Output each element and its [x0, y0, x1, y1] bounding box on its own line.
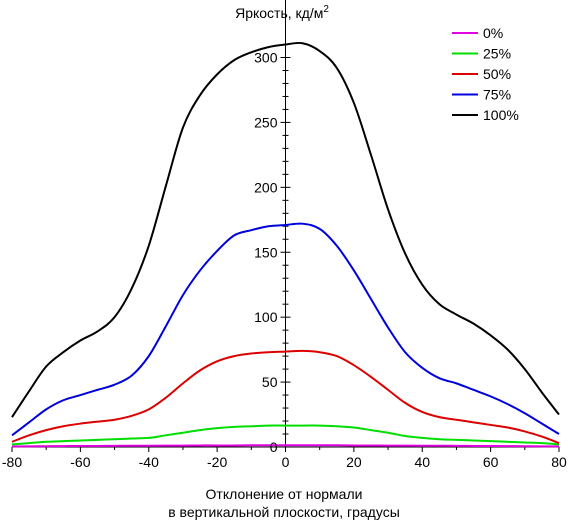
series-line-100pct — [11, 41, 560, 418]
x-tick-label: -40 — [139, 454, 159, 470]
x-tick-label: -60 — [70, 454, 90, 470]
y-tick-label: 200 — [254, 179, 278, 195]
y-tick-label: 300 — [254, 50, 278, 66]
x-tick-label: -20 — [207, 454, 227, 470]
y-tick-label: 100 — [254, 309, 278, 325]
x-axis-title-line1: Отклонение от нормали — [206, 486, 363, 502]
x-axis-title-line2: в вертикальной плоскости, градусы — [168, 504, 400, 520]
x-tick-label: 80 — [551, 454, 567, 470]
y-axis-title-text: Яркость, кд/м — [235, 5, 323, 21]
x-tick-label: 20 — [346, 454, 362, 470]
x-tick-label: 40 — [414, 454, 430, 470]
legend-label: 0% — [483, 25, 503, 41]
series-line-0pct — [11, 444, 560, 448]
y-axis-title: Яркость, кд/м2 — [235, 4, 329, 21]
x-tick-label: -80 — [2, 454, 22, 470]
y-tick-label: 50 — [262, 374, 278, 390]
y-axis-title-superscript: 2 — [323, 4, 329, 15]
series-line-50pct — [11, 349, 560, 445]
x-tick-label: 0 — [282, 454, 290, 470]
legend: 0% 25% 50% 75% 100% — [452, 25, 519, 123]
legend-label: 50% — [483, 66, 511, 82]
legend-label: 25% — [483, 46, 511, 62]
series-layer — [11, 41, 560, 448]
tick-labels-layer: -80 -60 -40 -20 0 20 40 60 80 0 50 100 150 200 250 300 — [2, 50, 567, 471]
series-line-25pct — [11, 424, 560, 446]
y-tick-label: 250 — [254, 114, 278, 130]
y-tick-label: 0 — [270, 439, 278, 455]
y-tick-label: 150 — [254, 244, 278, 260]
x-tick-label: 60 — [483, 454, 499, 470]
series-line-75pct — [11, 222, 560, 437]
legend-label: 100% — [483, 107, 519, 123]
axes-layer — [11, 0, 560, 452]
legend-label: 75% — [483, 87, 511, 103]
